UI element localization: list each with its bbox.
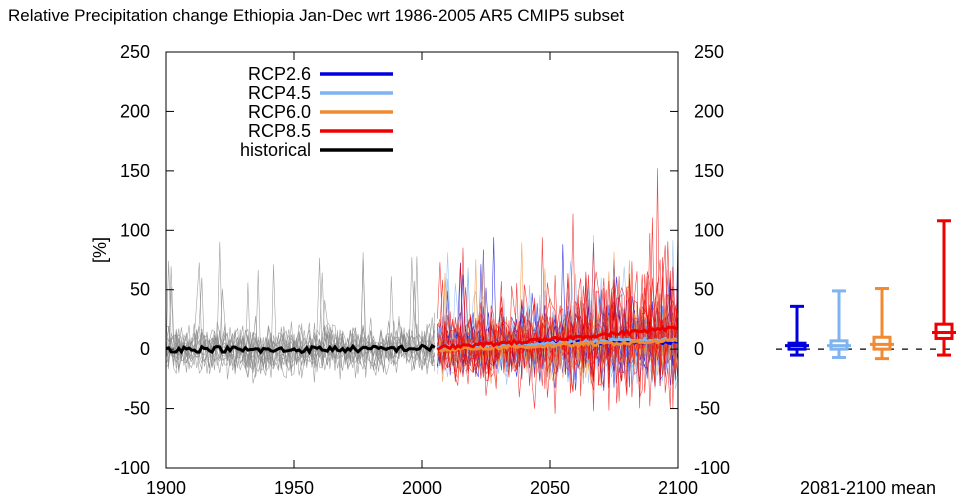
boxplot-label: 2081-2100 mean <box>800 478 936 498</box>
x-tick-label: 1950 <box>274 478 314 498</box>
plot-frame <box>165 51 679 469</box>
rcp85-mean-line <box>436 325 679 351</box>
rcp26-boxplot <box>785 304 809 357</box>
y-tick-label: 150 <box>120 161 150 181</box>
historical-ensemble-member <box>165 241 435 380</box>
rcp85-ensemble-member <box>437 256 679 412</box>
rcp85-ensemble-member <box>437 271 679 409</box>
y-tick-label: 50 <box>130 280 150 300</box>
legend-label: RCP8.5 <box>248 121 311 141</box>
x-tick-label: 1900 <box>146 478 186 498</box>
y-tick-label: 250 <box>120 42 150 62</box>
legend-label: historical <box>240 140 311 160</box>
x-tick-label: 2000 <box>402 478 442 498</box>
boxplot-panel: 2081-2100 mean <box>776 219 958 498</box>
y-tick-label-right: 250 <box>694 42 724 62</box>
legend-label: RCP4.5 <box>248 83 311 103</box>
x-tick-label: 2100 <box>658 478 698 498</box>
mean-lines-layer <box>165 325 679 356</box>
y-tick-label-right: -100 <box>694 458 730 478</box>
y-tick-label: -100 <box>114 458 150 478</box>
y-tick-label: 100 <box>120 220 150 240</box>
historical-ensemble-member <box>165 288 436 376</box>
y-tick-label-right: 100 <box>694 220 724 240</box>
y-tick-label-right: 0 <box>694 339 704 359</box>
y-tick-label: 200 <box>120 101 150 121</box>
legend-label: RCP2.6 <box>248 64 311 84</box>
rcp85-ensemble-member <box>437 168 679 414</box>
y-axis-label: [%] <box>90 237 110 263</box>
chart-title: Relative Precipitation change Ethiopia J… <box>8 6 625 25</box>
rcp60-mean-line <box>436 338 679 353</box>
legend-label: RCP6.0 <box>248 102 311 122</box>
y-tick-label-right: -50 <box>694 399 720 419</box>
historical-mean-line <box>165 343 436 356</box>
rcp60-boxplot <box>870 287 894 361</box>
axes-layer: -100 -100 -50 -50 0 0 50 50 100 100 150 150 200 200 25… <box>90 42 730 498</box>
x-tick-label: 2050 <box>530 478 570 498</box>
y-tick-label: 0 <box>140 339 150 359</box>
ensemble-spaghetti-layer <box>165 168 679 414</box>
y-tick-label-right: 50 <box>694 280 714 300</box>
y-tick-label: -50 <box>124 399 150 419</box>
rcp85-boxplot <box>932 219 956 357</box>
y-tick-label-right: 200 <box>694 101 724 121</box>
rcp45-boxplot <box>827 289 851 359</box>
y-tick-label-right: 150 <box>694 161 724 181</box>
